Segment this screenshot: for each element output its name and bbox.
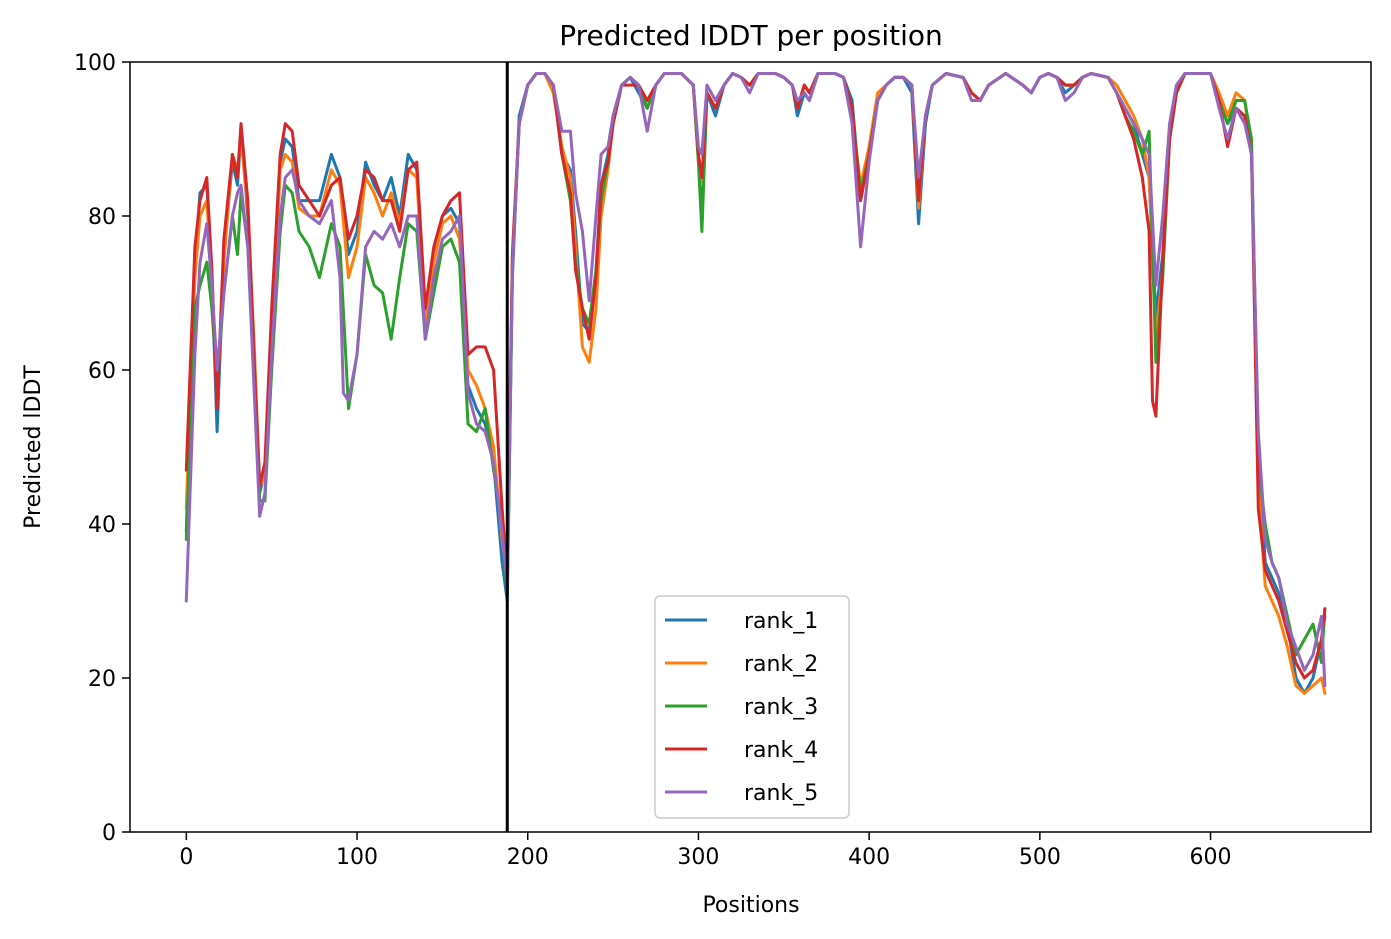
x-axis: 0 100 200 300 400 500 600 <box>179 832 1232 870</box>
x-tick-label: 300 <box>677 845 719 870</box>
legend-label-rank_4: rank_4 <box>744 738 818 763</box>
legend-label-rank_5: rank_5 <box>744 781 818 806</box>
x-tick-label: 400 <box>848 845 890 870</box>
x-tick-label: 100 <box>336 845 378 870</box>
x-tick-label: 0 <box>179 845 193 870</box>
plot-frame <box>129 61 1372 833</box>
series-line-rank_5 <box>184 72 1327 688</box>
y-tick-label: 100 <box>74 51 116 76</box>
legend: rank_1 rank_2 rank_3 rank_4 rank_5 <box>654 595 850 819</box>
x-tick-label: 200 <box>507 845 549 870</box>
y-axis-title: Predicted lDDT <box>21 365 46 529</box>
chart-title: Predicted lDDT per position <box>559 19 943 52</box>
y-axis: 0 20 40 60 80 100 <box>74 51 130 846</box>
legend-label-rank_1: rank_1 <box>744 609 818 634</box>
x-tick-label: 600 <box>1190 845 1232 870</box>
legend-label-rank_2: rank_2 <box>744 652 818 677</box>
x-tick-label: 500 <box>1019 845 1061 870</box>
y-tick-label: 20 <box>88 667 116 692</box>
y-tick-label: 40 <box>88 513 116 538</box>
x-axis-title: Positions <box>702 893 799 918</box>
legend-label-rank_3: rank_3 <box>744 695 818 720</box>
series-line-rank_4 <box>184 72 1327 680</box>
y-tick-label: 60 <box>88 359 116 384</box>
y-tick-label: 80 <box>88 205 116 230</box>
series-layer <box>184 72 1327 695</box>
y-tick-label: 0 <box>102 821 116 846</box>
legend-box <box>654 595 850 819</box>
